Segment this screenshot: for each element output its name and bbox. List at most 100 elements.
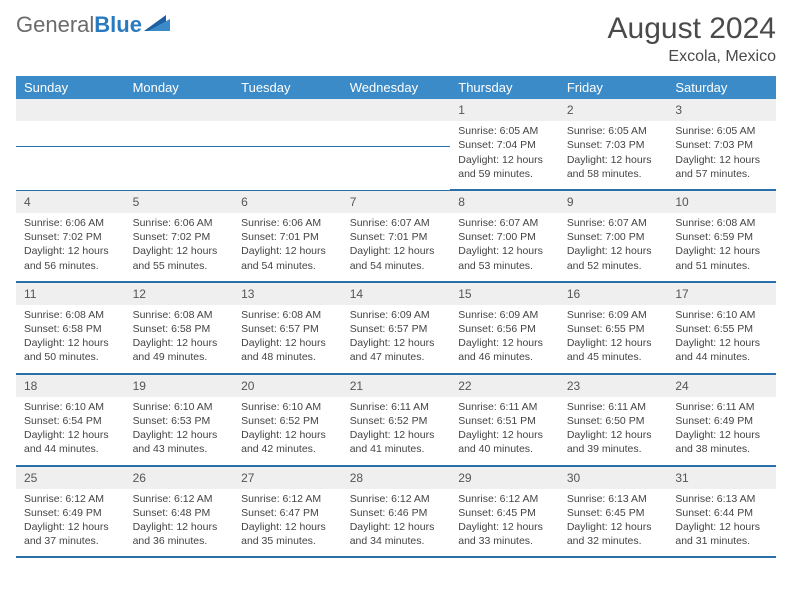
day-number-cell: 6	[233, 190, 342, 213]
day-details: Sunrise: 6:13 AMSunset: 6:45 PMDaylight:…	[559, 489, 668, 558]
sunset-line: Sunset: 6:45 PM	[458, 506, 551, 520]
day-number-cell: 14	[342, 282, 451, 305]
day-details: Sunrise: 6:08 AMSunset: 6:58 PMDaylight:…	[125, 305, 234, 374]
weekday-header: Thursday	[450, 76, 559, 99]
day-info-cell: Sunrise: 6:08 AMSunset: 6:58 PMDaylight:…	[125, 305, 234, 374]
sunset-line: Sunset: 6:49 PM	[24, 506, 117, 520]
sunset-line: Sunset: 6:58 PM	[24, 322, 117, 336]
sunrise-line: Sunrise: 6:08 AM	[675, 216, 768, 230]
sunrise-line: Sunrise: 6:12 AM	[350, 492, 443, 506]
sunrise-line: Sunrise: 6:11 AM	[567, 400, 660, 414]
day-number-row: 25262728293031	[16, 466, 776, 489]
day-info-cell: Sunrise: 6:06 AMSunset: 7:02 PMDaylight:…	[16, 213, 125, 282]
sunset-line: Sunset: 6:58 PM	[133, 322, 226, 336]
day-details: Sunrise: 6:07 AMSunset: 7:00 PMDaylight:…	[450, 213, 559, 282]
daylight-line: Daylight: 12 hours and 47 minutes.	[350, 336, 443, 364]
sunset-line: Sunset: 6:51 PM	[458, 414, 551, 428]
day-info-row: Sunrise: 6:08 AMSunset: 6:58 PMDaylight:…	[16, 305, 776, 374]
day-details: Sunrise: 6:12 AMSunset: 6:45 PMDaylight:…	[450, 489, 559, 558]
daylight-line: Daylight: 12 hours and 36 minutes.	[133, 520, 226, 548]
day-info-row: Sunrise: 6:06 AM Sunset: 7:02 PM Daylight:…	[16, 213, 776, 282]
daylight-line: Daylight: 12 hours and 32 minutes.	[567, 520, 660, 548]
day-number-cell: 21	[342, 374, 451, 397]
location-label: Excola, Mexico	[608, 48, 776, 66]
day-info-cell: Sunrise: 6:07 AMSunset: 7:01 PMDaylight:…	[342, 213, 451, 282]
sunrise-line: Sunrise: 6:06 AM	[133, 216, 226, 230]
day-info-cell: Sunrise: 6:08 AMSunset: 6:59 PMDaylight:…	[667, 213, 776, 282]
brand-logo: GeneralBlue	[16, 12, 170, 38]
day-number-cell: 22	[450, 374, 559, 397]
daylight-line: Daylight: 12 hours and 37 minutes.	[24, 520, 117, 548]
sunset-line: Sunset: 6:54 PM	[24, 414, 117, 428]
day-number-cell	[16, 99, 125, 121]
day-number-cell: 16	[559, 282, 668, 305]
brand-part2: Blue	[94, 12, 142, 37]
weekday-header: Tuesday	[233, 76, 342, 99]
header: GeneralBlue August 2024 Excola, Mexico	[16, 12, 776, 66]
weekday-header: Saturday	[667, 76, 776, 99]
day-info-cell: Sunrise: 6:10 AMSunset: 6:53 PMDaylight:…	[125, 397, 234, 466]
daylight-line: Daylight: 12 hours and 52 minutes.	[567, 244, 660, 272]
day-number-cell	[233, 99, 342, 121]
day-number-cell: 13	[233, 282, 342, 305]
day-details: Sunrise: 6:05 AMSunset: 7:04 PMDaylight:…	[450, 121, 559, 190]
sunset-line: Sunset: 7:00 PM	[567, 230, 660, 244]
daylight-line: Daylight: 12 hours and 38 minutes.	[675, 428, 768, 456]
sunrise-line: Sunrise: 6:10 AM	[24, 400, 117, 414]
day-number-cell: 3	[667, 99, 776, 121]
day-info-cell: Sunrise: 6:12 AMSunset: 6:48 PMDaylight:…	[125, 489, 234, 558]
day-details: Sunrise: 6:07 AMSunset: 7:01 PMDaylight:…	[342, 213, 451, 282]
daylight-line: Daylight: 12 hours and 51 minutes.	[675, 244, 768, 272]
day-number-cell: 12	[125, 282, 234, 305]
sunset-line: Sunset: 7:02 PM	[24, 230, 117, 244]
day-info-cell: Sunrise: 6:12 AMSunset: 6:45 PMDaylight:…	[450, 489, 559, 558]
day-info-cell: Sunrise: 6:10 AMSunset: 6:54 PMDaylight:…	[16, 397, 125, 466]
sunset-line: Sunset: 7:01 PM	[350, 230, 443, 244]
sunset-line: Sunset: 7:03 PM	[675, 138, 768, 152]
day-info-cell: Sunrise: 6:09 AMSunset: 6:57 PMDaylight:…	[342, 305, 451, 374]
sunrise-line: Sunrise: 6:10 AM	[241, 400, 334, 414]
daylight-line: Daylight: 12 hours and 42 minutes.	[241, 428, 334, 456]
sunset-line: Sunset: 6:55 PM	[567, 322, 660, 336]
day-number-cell: 10	[667, 190, 776, 213]
daylight-line: Daylight: 12 hours and 44 minutes.	[24, 428, 117, 456]
day-info-row: Sunrise: 6:05 AMSunset: 7:04 PMDaylight:…	[16, 121, 776, 190]
day-info-cell: Sunrise: 6:07 AMSunset: 7:00 PMDaylight:…	[559, 213, 668, 282]
sunrise-line: Sunrise: 6:12 AM	[133, 492, 226, 506]
daylight-line: Daylight: 12 hours and 53 minutes.	[458, 244, 551, 272]
sunset-line: Sunset: 6:52 PM	[350, 414, 443, 428]
day-details: Sunrise: 6:11 AMSunset: 6:51 PMDaylight:…	[450, 397, 559, 466]
sunset-line: Sunset: 6:48 PM	[133, 506, 226, 520]
day-number-row: 45678910	[16, 190, 776, 213]
daylight-line: Daylight: 12 hours and 49 minutes.	[133, 336, 226, 364]
day-number-cell: 8	[450, 190, 559, 213]
day-number-cell: 1	[450, 99, 559, 121]
day-info-cell: Sunrise: 6:08 AMSunset: 6:57 PMDaylight:…	[233, 305, 342, 374]
sunrise-line: Sunrise: 6:11 AM	[458, 400, 551, 414]
daylight-line: Daylight: 12 hours and 48 minutes.	[241, 336, 334, 364]
daylight-line: Daylight: 12 hours and 58 minutes.	[567, 153, 660, 181]
daylight-line: Daylight: 12 hours and 43 minutes.	[133, 428, 226, 456]
day-info-cell: Sunrise: 6:10 AMSunset: 6:52 PMDaylight:…	[233, 397, 342, 466]
day-info-cell: Sunrise: 6:11 AMSunset: 6:50 PMDaylight:…	[559, 397, 668, 466]
day-details: Sunrise: 6:06 AMSunset: 7:01 PMDaylight:…	[233, 213, 342, 282]
sunset-line: Sunset: 6:53 PM	[133, 414, 226, 428]
daylight-line: Daylight: 12 hours and 33 minutes.	[458, 520, 551, 548]
day-info-cell: Sunrise: 6:05 AMSunset: 7:03 PMDaylight:…	[559, 121, 668, 190]
day-number-cell	[342, 99, 451, 121]
daylight-line: Daylight: 12 hours and 44 minutes.	[675, 336, 768, 364]
day-info-cell: Sunrise: 6:13 AMSunset: 6:45 PMDaylight:…	[559, 489, 668, 558]
sunrise-line: Sunrise: 6:12 AM	[24, 492, 117, 506]
daylight-line: Daylight: 12 hours and 45 minutes.	[567, 336, 660, 364]
day-number-cell: 19	[125, 374, 234, 397]
day-info-cell: Sunrise: 6:05 AMSunset: 7:04 PMDaylight:…	[450, 121, 559, 190]
day-details: Sunrise: 6:07 AMSunset: 7:00 PMDaylight:…	[559, 213, 668, 282]
day-number-cell: 18	[16, 374, 125, 397]
daylight-line: Daylight: 12 hours and 57 minutes.	[675, 153, 768, 181]
sunset-line: Sunset: 6:59 PM	[675, 230, 768, 244]
day-info-row: Sunrise: 6:10 AMSunset: 6:54 PMDaylight:…	[16, 397, 776, 466]
sunrise-line: Sunrise: 6:10 AM	[675, 308, 768, 322]
sunset-line: Sunset: 7:03 PM	[567, 138, 660, 152]
day-number-cell: 31	[667, 466, 776, 489]
day-info-cell: Sunrise: 6:09 AMSunset: 6:56 PMDaylight:…	[450, 305, 559, 374]
